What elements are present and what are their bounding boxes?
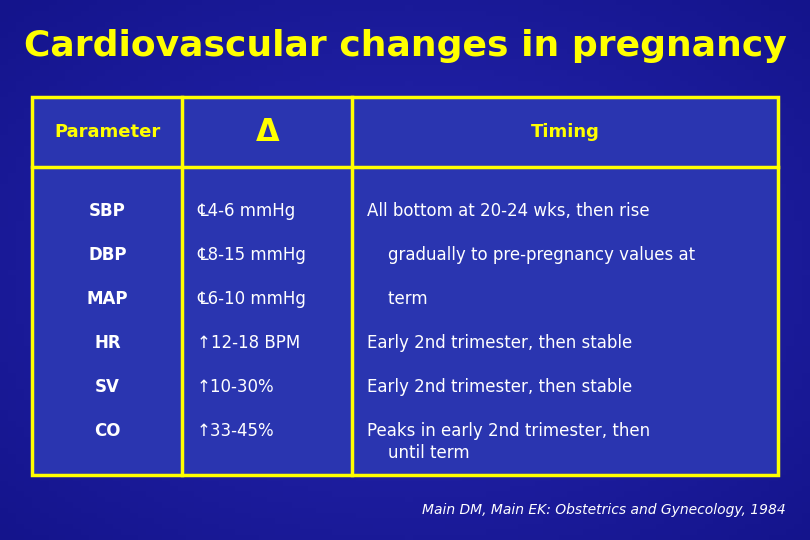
Text: Early 2nd trimester, then stable: Early 2nd trimester, then stable bbox=[367, 378, 632, 396]
Text: All bottom at 20-24 wks, then rise: All bottom at 20-24 wks, then rise bbox=[367, 202, 650, 220]
Bar bbox=[32, 97, 778, 475]
Text: until term: until term bbox=[367, 444, 470, 462]
Text: DBP: DBP bbox=[88, 246, 126, 265]
Text: ↑33-45%: ↑33-45% bbox=[197, 422, 275, 440]
Text: Cardiovascular changes in pregnancy: Cardiovascular changes in pregnancy bbox=[23, 29, 787, 63]
Text: CO: CO bbox=[94, 422, 121, 440]
Text: term: term bbox=[367, 291, 428, 308]
Text: ↑12-18 BPM: ↑12-18 BPM bbox=[197, 334, 300, 352]
Text: ℄8-15 mmHg: ℄8-15 mmHg bbox=[197, 246, 305, 265]
Text: ℄4-6 mmHg: ℄4-6 mmHg bbox=[197, 202, 295, 220]
Text: Peaks in early 2nd trimester, then: Peaks in early 2nd trimester, then bbox=[367, 422, 650, 440]
Text: Main DM, Main EK: Obstetrics and Gynecology, 1984: Main DM, Main EK: Obstetrics and Gynecol… bbox=[422, 503, 786, 517]
Text: Parameter: Parameter bbox=[54, 123, 160, 141]
Text: SV: SV bbox=[95, 378, 120, 396]
Bar bbox=[32, 97, 778, 475]
Text: Timing: Timing bbox=[531, 123, 599, 141]
Text: MAP: MAP bbox=[87, 291, 128, 308]
Text: gradually to pre-pregnancy values at: gradually to pre-pregnancy values at bbox=[367, 246, 695, 265]
Text: ↑10-30%: ↑10-30% bbox=[197, 378, 275, 396]
Text: HR: HR bbox=[94, 334, 121, 352]
Text: SBP: SBP bbox=[89, 202, 126, 220]
Text: Δ: Δ bbox=[255, 118, 279, 147]
Text: ℄6-10 mmHg: ℄6-10 mmHg bbox=[197, 291, 305, 308]
Text: Early 2nd trimester, then stable: Early 2nd trimester, then stable bbox=[367, 334, 632, 352]
